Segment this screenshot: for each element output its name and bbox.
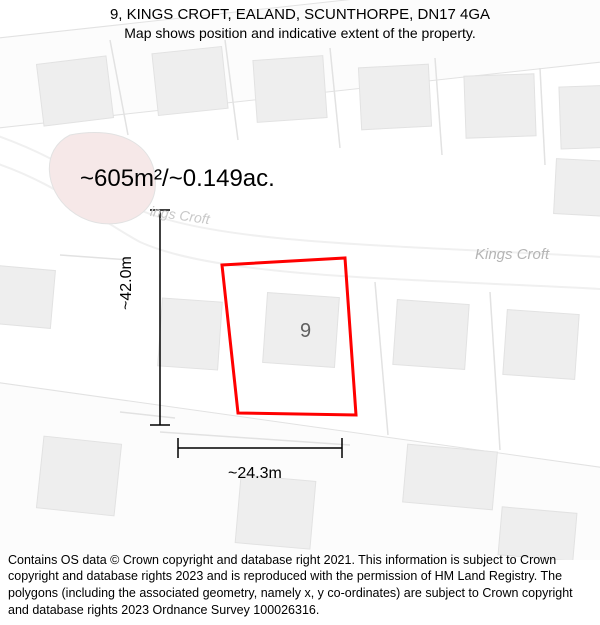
page-title: 9, KINGS CROFT, EALAND, SCUNTHORPE, DN17… [10,6,590,23]
header: 9, KINGS CROFT, EALAND, SCUNTHORPE, DN17… [0,0,600,45]
map-svg [0,0,600,560]
house-number-label: 9 [300,320,311,343]
map-canvas: ~605m²/~0.149ac. ~42.0m ~24.3m 9 Kings C… [0,0,600,560]
height-dimension-label: ~42.0m [118,256,136,310]
copyright-text: Contains OS data © Crown copyright and d… [8,552,592,620]
road-name-main: Kings Croft [475,246,549,263]
area-measurement-label: ~605m²/~0.149ac. [80,165,275,193]
width-dimension-label: ~24.3m [228,465,282,483]
page-subtitle: Map shows position and indicative extent… [10,25,590,41]
